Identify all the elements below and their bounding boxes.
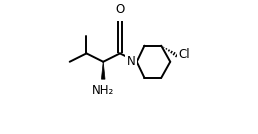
Text: O: O <box>115 3 125 16</box>
Text: N: N <box>126 55 135 68</box>
Polygon shape <box>101 62 105 79</box>
Text: Cl: Cl <box>178 48 190 61</box>
Text: NH₂: NH₂ <box>92 84 114 97</box>
